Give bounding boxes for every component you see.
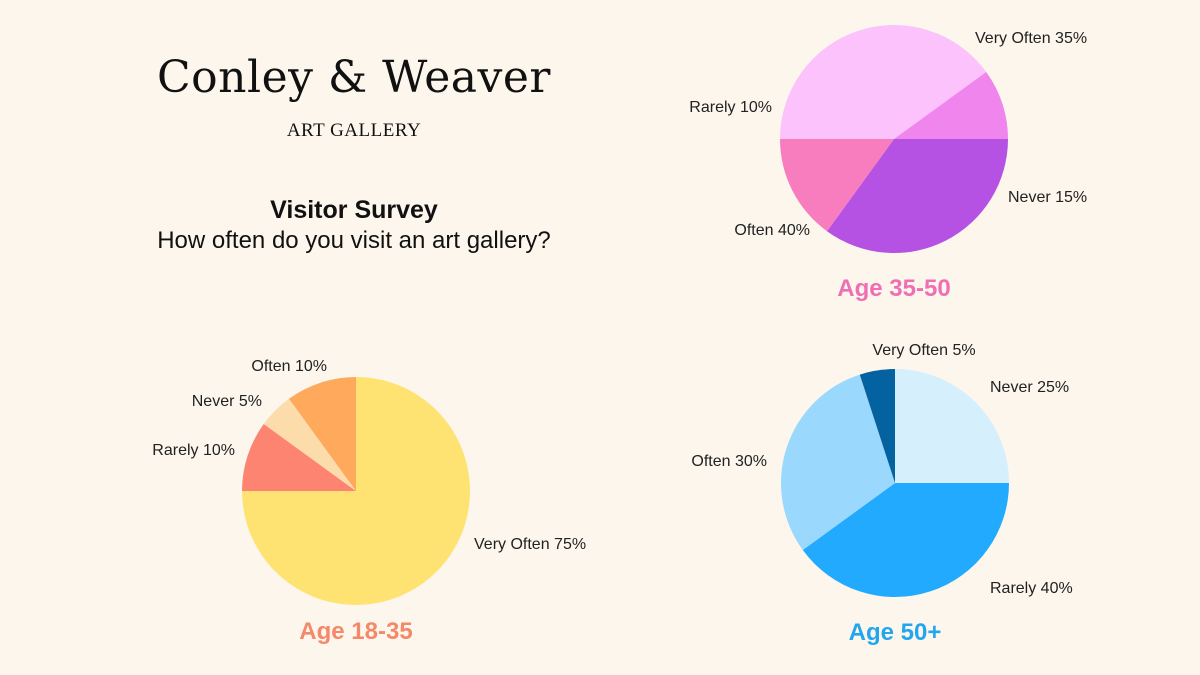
slice-label-often: Often 40%	[734, 222, 810, 239]
brand-title: Conley & Weaver	[157, 52, 551, 103]
slice-label-often: Often 10%	[251, 358, 327, 375]
slice-label-rarely: Rarely 10%	[152, 442, 235, 459]
slice-label-very-often: Very Often 35%	[975, 30, 1087, 47]
slice-label-often: Often 30%	[691, 453, 767, 470]
pie-slice-never	[780, 139, 894, 232]
pie-chart-age-35-50: Very Often 35% Never 15% Often 40% Rarely 1…	[689, 24, 1087, 302]
pie-chart-age-18-35: Very Often 75% Rarely 10% Never 5% Often 10…	[152, 358, 586, 645]
pie-slice-rarely	[242, 423, 356, 491]
pie-slice-often	[288, 377, 356, 491]
chart-title: Age 50+	[849, 619, 942, 646]
chart-title: Age 35-50	[837, 275, 950, 302]
pie-slice-never	[263, 398, 356, 491]
slice-label-very-often: Very Often 5%	[872, 342, 975, 359]
pie-slice-never	[895, 369, 1009, 483]
slice-label-very-often: Very Often 75%	[474, 536, 586, 553]
slice-label-never: Never 15%	[1008, 189, 1087, 206]
slice-label-rarely: Rarely 10%	[689, 99, 772, 116]
pie-slice-very-often	[859, 369, 895, 483]
pie-slice-rarely	[894, 71, 1008, 139]
survey-question: How often do you visit an art gallery?	[157, 227, 551, 254]
pie-chart-age-50: Never 25% Rarely 40% Often 30% Very Often 5…	[691, 342, 1072, 646]
pie-slice-rarely	[802, 483, 1009, 598]
survey-title: Visitor Survey	[270, 196, 438, 224]
slice-label-never: Never 5%	[192, 393, 262, 410]
slice-label-rarely: Rarely 40%	[990, 580, 1073, 597]
pie-slice-often	[780, 24, 987, 139]
brand-subtitle: ART GALLERY	[286, 120, 422, 141]
slice-label-never: Never 25%	[990, 379, 1069, 396]
pie-slice-often	[780, 374, 895, 551]
chart-title: Age 18-35	[299, 618, 412, 645]
pie-slice-very-often	[826, 139, 1008, 254]
